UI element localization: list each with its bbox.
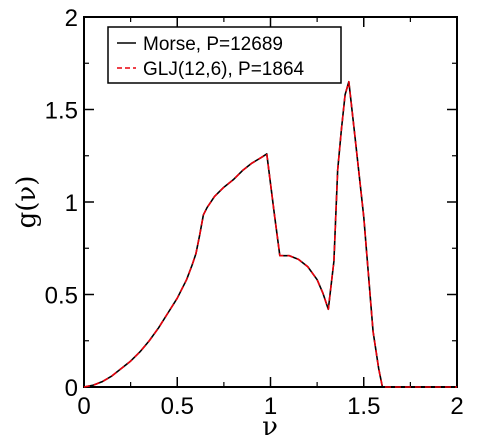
- x-axis-label: ν: [262, 412, 278, 442]
- x-tick-label: 1.5: [347, 393, 380, 420]
- y-tick-label: 2: [65, 5, 78, 32]
- axis-ticks: [83, 16, 458, 388]
- legend: Morse, P=12689 GLJ(12,6), P=1864: [107, 26, 342, 84]
- series-line-glj: [83, 80, 457, 388]
- tick-labels: 0 0.5 1 1.5 2 0 0.5 1 1.5 2: [45, 5, 464, 420]
- legend-box: [107, 26, 342, 84]
- legend-label-morse: Morse, P=12689: [143, 34, 283, 55]
- y-tick-label: 0: [65, 375, 78, 402]
- x-tick-label: 1: [264, 393, 277, 420]
- x-tick-label: 2: [450, 393, 463, 420]
- y-tick-label: 1.5: [45, 98, 78, 125]
- y-axis-label: g(ν): [12, 176, 42, 229]
- legend-label-glj: GLJ(12,6), P=1864: [143, 59, 305, 80]
- x-tick-label: 0: [77, 393, 90, 420]
- y-tick-label: 1: [65, 190, 78, 217]
- x-tick-label: 0.5: [161, 393, 194, 420]
- y-tick-label: 0.5: [45, 283, 78, 310]
- series-layer: [83, 80, 457, 388]
